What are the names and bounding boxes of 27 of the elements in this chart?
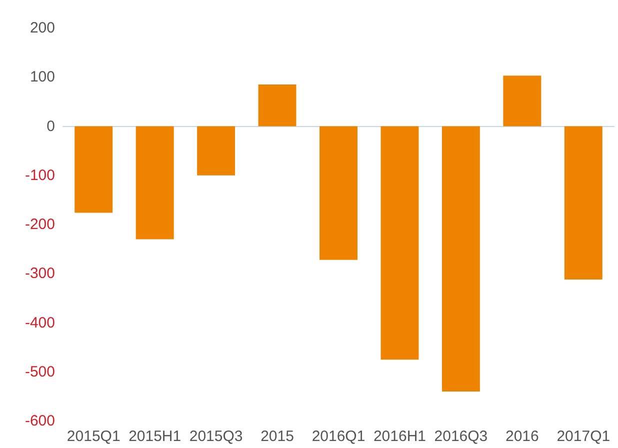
bar xyxy=(258,84,296,126)
y-tick-label: 200 xyxy=(30,20,55,36)
x-tick-label: 2016Q3 xyxy=(434,428,488,445)
x-tick-label: 2016Q1 xyxy=(312,428,366,445)
y-tick-label: 100 xyxy=(30,68,55,86)
x-tick-label: 2015Q1 xyxy=(66,428,120,445)
bar xyxy=(380,126,419,360)
bar xyxy=(503,76,542,126)
y-tick-label: -500 xyxy=(24,363,55,380)
y-tick-label: -100 xyxy=(24,166,55,184)
x-tick-label: 2015 xyxy=(260,428,294,445)
x-tick-label: 2015H1 xyxy=(128,428,182,445)
x-tick-label: 2015Q3 xyxy=(189,428,243,445)
bar xyxy=(74,126,113,213)
y-tick-label: 0 xyxy=(46,118,55,135)
bar xyxy=(197,126,236,176)
y-tick-label: -600 xyxy=(24,412,55,430)
y-tick-label: -200 xyxy=(24,216,55,233)
x-tick-label: 2016 xyxy=(505,428,539,445)
bar xyxy=(564,126,602,280)
x-tick-label: 2016H1 xyxy=(373,428,426,445)
x-tick-label: 2017Q1 xyxy=(556,428,610,445)
y-tick-label: -400 xyxy=(24,314,55,332)
bar xyxy=(136,126,174,240)
y-tick-label: -300 xyxy=(24,265,55,282)
bar xyxy=(320,126,358,260)
bar xyxy=(442,126,480,392)
